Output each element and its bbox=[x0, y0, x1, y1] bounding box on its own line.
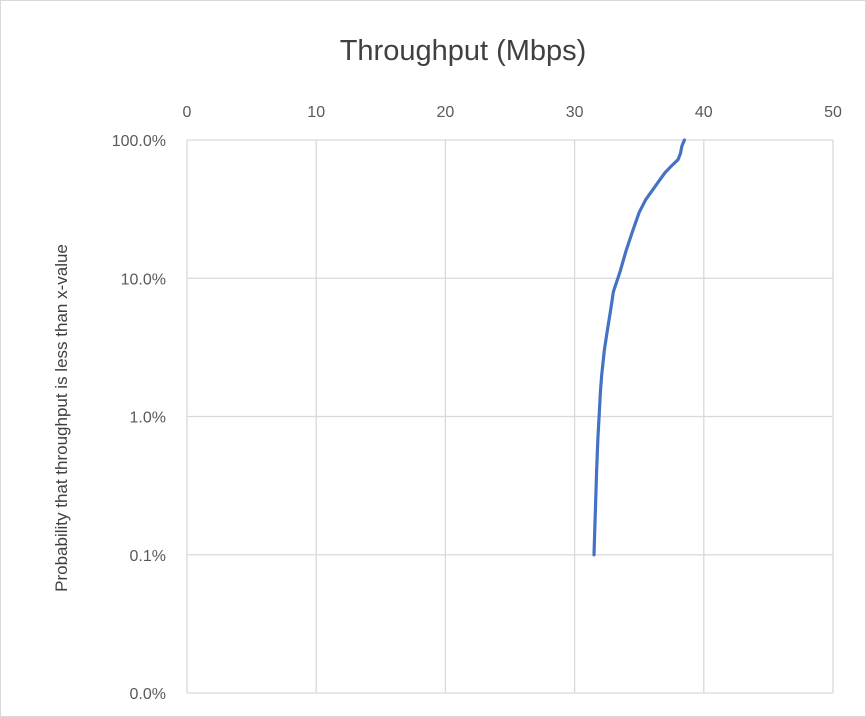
x-tick-label-0: 0 bbox=[183, 104, 192, 121]
grid bbox=[186, 139, 834, 694]
y-tick-label-3: 100.0% bbox=[112, 133, 166, 150]
x-tick-label-10: 10 bbox=[307, 104, 325, 121]
x-tick-label-50: 50 bbox=[824, 104, 842, 121]
y-tick-label-1: 1.0% bbox=[130, 410, 166, 427]
x-tick-label-40: 40 bbox=[695, 104, 713, 121]
series-layer bbox=[592, 138, 687, 557]
y-axis-title: Probability that throughput is less than… bbox=[52, 244, 71, 592]
x-tick-label-30: 30 bbox=[566, 104, 584, 121]
y-tick-label-bottom: 0.0% bbox=[130, 686, 166, 703]
y-tick-label-0: 0.1% bbox=[130, 548, 166, 565]
series-line-0 bbox=[592, 138, 687, 557]
x-tick-label-20: 20 bbox=[437, 104, 455, 121]
tick-labels: 0 10 20 30 40 50 0.1% 1.0% 10.0% 100.0% 0.0% bbox=[112, 104, 842, 703]
y-tick-label-2: 10.0% bbox=[121, 271, 166, 288]
chart-title: Throughput (Mbps) bbox=[340, 35, 587, 67]
